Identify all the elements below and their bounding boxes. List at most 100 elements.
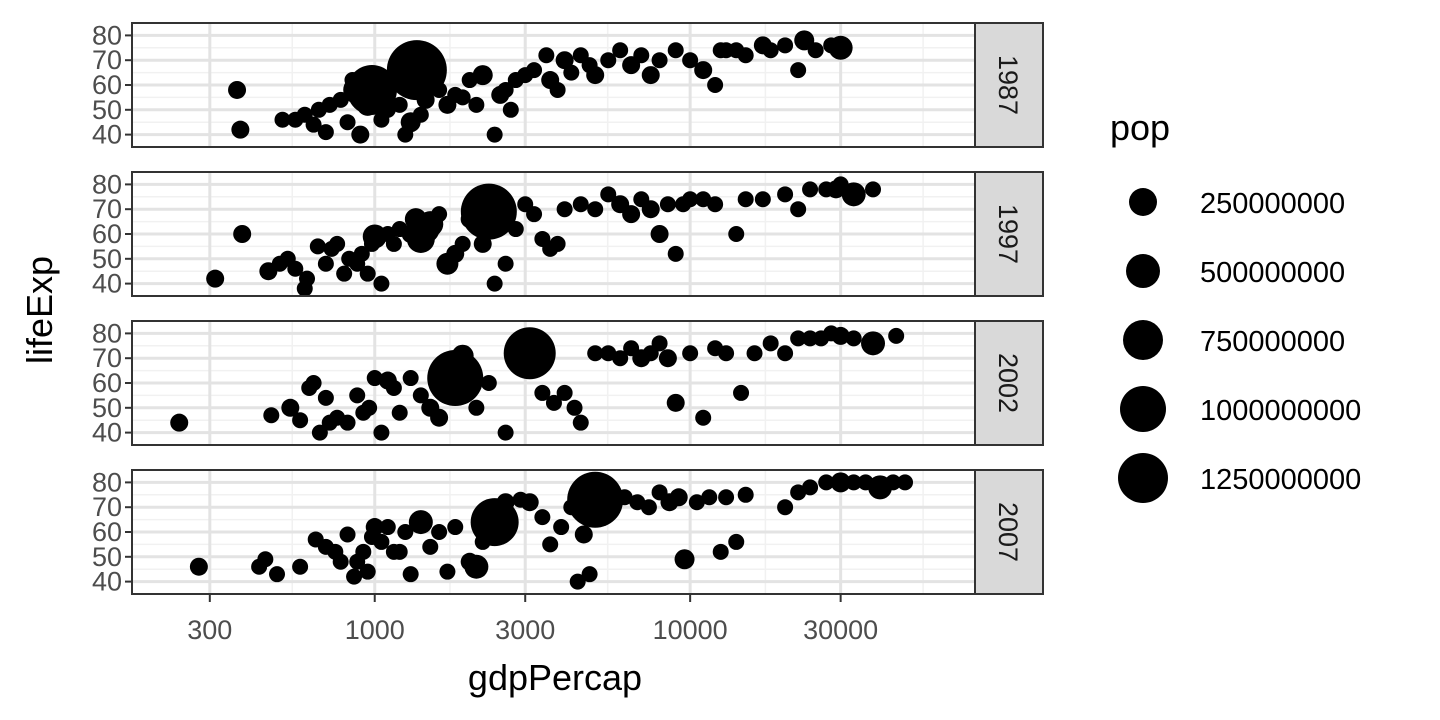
legend-key [1123,320,1163,360]
data-point [651,335,668,352]
points-2002 [170,325,905,441]
data-point [206,269,225,288]
data-point [572,196,589,213]
data-point [712,543,729,560]
y-tick-label: 60 [92,517,122,547]
data-point [832,176,849,193]
data-point [447,519,464,536]
data-point [695,409,712,426]
data-point [612,350,629,367]
data-point [305,116,322,133]
data-point [385,379,402,396]
data-point [385,235,402,252]
data-point [728,533,745,550]
data-point [667,42,684,59]
data-point [581,57,598,74]
data-point [650,225,669,243]
data-point [790,330,807,347]
facet-strip [974,320,1044,446]
data-point [762,335,779,352]
data-point [802,479,819,496]
data-point [888,327,905,344]
data-point [373,533,390,550]
data-point [486,126,503,143]
data-point [777,499,794,516]
data-point [823,325,840,342]
y-tick-label: 60 [92,219,122,249]
data-point [542,536,559,553]
data-point [545,394,562,411]
data-point [439,563,456,580]
data-point [574,525,593,544]
x-tick-label: 1000 [345,615,405,645]
data-point [379,519,396,536]
x-tick-label: 10000 [653,615,728,645]
data-point [305,375,322,391]
data-point [454,235,471,252]
data-point [292,412,309,429]
data-point [897,474,914,491]
data-point [718,345,735,362]
data-point [737,47,754,64]
legend-label: 500000000 [1200,257,1345,289]
data-point [309,238,326,255]
data-point [408,510,433,535]
points-2007 [189,471,914,590]
data-point [512,491,529,508]
legend-label: 750000000 [1200,326,1345,358]
data-point [496,493,515,512]
data-point [366,370,383,387]
data-point [549,81,566,98]
data-point [292,558,309,575]
x-tick-label: 3000 [495,615,555,645]
data-point [802,181,819,198]
legend-key [1118,453,1168,503]
data-point [616,489,633,506]
data-point [431,524,448,540]
data-point [412,387,429,404]
data-point [885,474,902,491]
data-point [274,111,291,128]
y-axis-title: lifeExp [19,256,60,364]
data-point [777,186,794,203]
legend-title: pop [1110,107,1170,148]
data-point [623,340,640,357]
data-point [823,37,840,54]
data-point [257,551,274,568]
data-point [622,205,641,224]
y-tick-label: 80 [92,20,122,50]
data-point [351,125,370,144]
legend-label: 250000000 [1200,188,1345,220]
legend-label: 1250000000 [1200,464,1361,496]
data-point [640,499,657,516]
y-tick-label: 50 [92,542,122,572]
y-tick-label: 40 [92,418,122,448]
facet-label: 2002 [993,353,1023,413]
data-point [857,474,874,491]
data-point [790,62,807,79]
y-tick-label: 40 [92,269,122,299]
facet-panels: 4050607080198740506070801997405060708020… [92,20,1044,597]
data-point [349,387,366,404]
data-point [486,275,503,292]
data-point [534,384,551,401]
data-point [355,543,372,560]
data-point [845,330,862,347]
data-point [549,235,566,252]
data-point [682,52,699,69]
x-axis-title: gdpPercap [468,657,642,698]
y-tick-label: 80 [92,467,122,497]
data-point [572,414,589,431]
data-point [718,489,735,506]
data-point [373,275,390,292]
data-point [497,81,514,98]
data-point [391,221,408,238]
data-point [287,260,304,277]
data-point [674,549,695,570]
data-point [299,270,316,287]
data-point [556,384,573,401]
data-point [460,552,479,571]
